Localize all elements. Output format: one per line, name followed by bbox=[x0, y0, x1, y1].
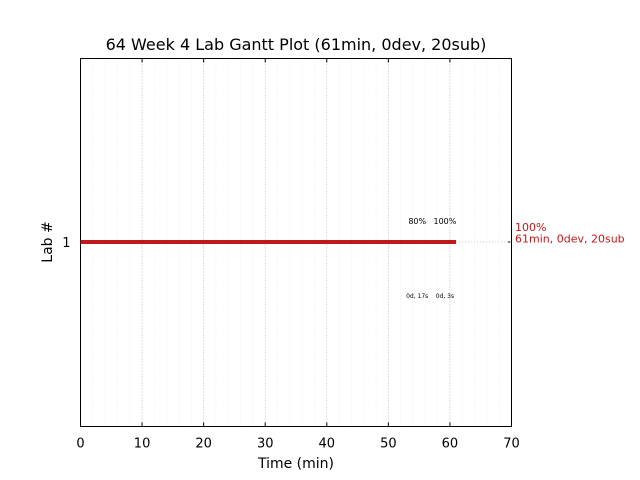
milestone-detail-label: 0d, 17s bbox=[406, 293, 428, 300]
x-axis-label: Time (min) bbox=[257, 456, 334, 472]
chart-title: 64 Week 4 Lab Gantt Plot (61min, 0dev, 2… bbox=[106, 35, 487, 54]
x-tick-label: 0 bbox=[76, 437, 84, 452]
x-tick-label: 60 bbox=[442, 437, 459, 452]
x-tick-label: 10 bbox=[134, 437, 151, 452]
y-axis-label: Lab # bbox=[40, 221, 56, 262]
milestone-percent-label: 80% bbox=[408, 217, 426, 226]
x-tick-label: 70 bbox=[503, 437, 520, 452]
milestone-detail-label: 0d, 3s bbox=[436, 293, 454, 300]
x-tick-label: 40 bbox=[319, 437, 336, 452]
milestone-percent-label: 100% bbox=[433, 217, 456, 226]
bar-summary-percent: 100% bbox=[515, 221, 546, 234]
x-axis-ticks: 0 10 20 30 40 50 60 70 bbox=[76, 58, 520, 452]
x-tick-label: 30 bbox=[257, 437, 274, 452]
bar-summary-detail: 61min, 0dev, 20sub bbox=[515, 233, 625, 246]
y-tick-label: 1 bbox=[62, 236, 70, 251]
x-tick-label: 50 bbox=[380, 437, 397, 452]
x-tick-label: 20 bbox=[195, 437, 212, 452]
